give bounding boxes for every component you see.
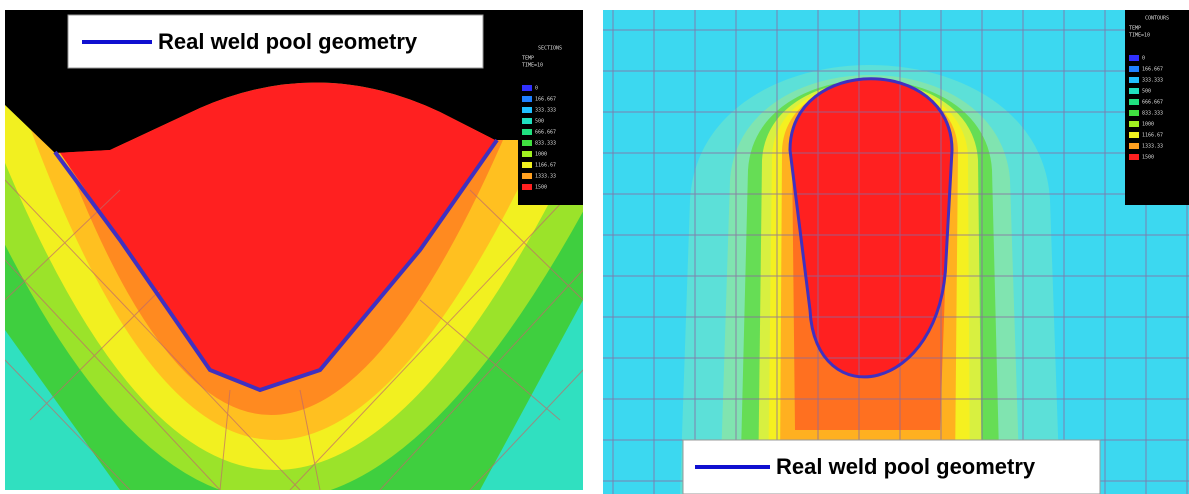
legend-swatch: [522, 129, 532, 135]
label: Real weld pool geometry: [776, 454, 1036, 479]
legend-entry: 833.333: [535, 141, 556, 147]
legend-swatch: [522, 140, 532, 146]
legend-entry: 833.333: [1142, 111, 1163, 117]
legend-swatch: [522, 118, 532, 124]
legend-swatch: [1129, 55, 1139, 61]
legend-swatch: [522, 184, 532, 190]
legend-line: TEMP: [522, 56, 534, 62]
legend-swatch: [1129, 88, 1139, 94]
legend-entry: 666.667: [1142, 100, 1163, 106]
legend-entry: 1000: [535, 152, 547, 158]
legend-line: TIME=10: [522, 63, 543, 69]
legend-entry: 166.667: [1142, 67, 1163, 73]
legend-swatch: [522, 162, 532, 168]
legend-entry: 1000: [1142, 122, 1154, 128]
legend-swatch: [522, 96, 532, 102]
legend-entry: 1333.33: [1142, 144, 1163, 150]
legend-entry: 333.333: [1142, 78, 1163, 84]
legend-entry: 500: [535, 119, 544, 125]
legend-entry: 0: [535, 86, 538, 92]
legend-entry: 666.667: [535, 130, 556, 136]
legend-swatch: [1129, 154, 1139, 160]
label: Real weld pool geometry: [158, 29, 418, 54]
legend-swatch: [1129, 110, 1139, 116]
legend-swatch: [522, 107, 532, 113]
legend-entry: 1166.67: [535, 163, 556, 169]
legend-swatch: [522, 173, 532, 179]
legend-entry: 166.667: [535, 97, 556, 103]
legend-entry: 333.333: [535, 108, 556, 114]
legend-entry: 1166.67: [1142, 133, 1163, 139]
legend-entry: 500: [1142, 89, 1151, 95]
legend-entry: 1500: [535, 185, 547, 191]
legend-swatch: [1129, 121, 1139, 127]
legend-swatch: [522, 85, 532, 91]
legend-line: TIME=10: [1129, 33, 1150, 39]
legend-swatch: [1129, 66, 1139, 72]
legend-swatch: [522, 151, 532, 157]
legend-entry: 0: [1142, 56, 1145, 62]
legend-entry: 1500: [1142, 155, 1154, 161]
legend-swatch: [1129, 132, 1139, 138]
legend-swatch: [1129, 143, 1139, 149]
legend-title: SECTIONS: [538, 46, 562, 52]
legend-title: CONTOURS: [1145, 16, 1169, 22]
legend-swatch: [1129, 99, 1139, 105]
legend-swatch: [1129, 77, 1139, 83]
figure: SECTIONSTEMPTIME=100166.667333.333500666…: [0, 0, 1189, 494]
legend-line: TEMP: [1129, 26, 1141, 32]
legend-entry: 1333.33: [535, 174, 556, 180]
